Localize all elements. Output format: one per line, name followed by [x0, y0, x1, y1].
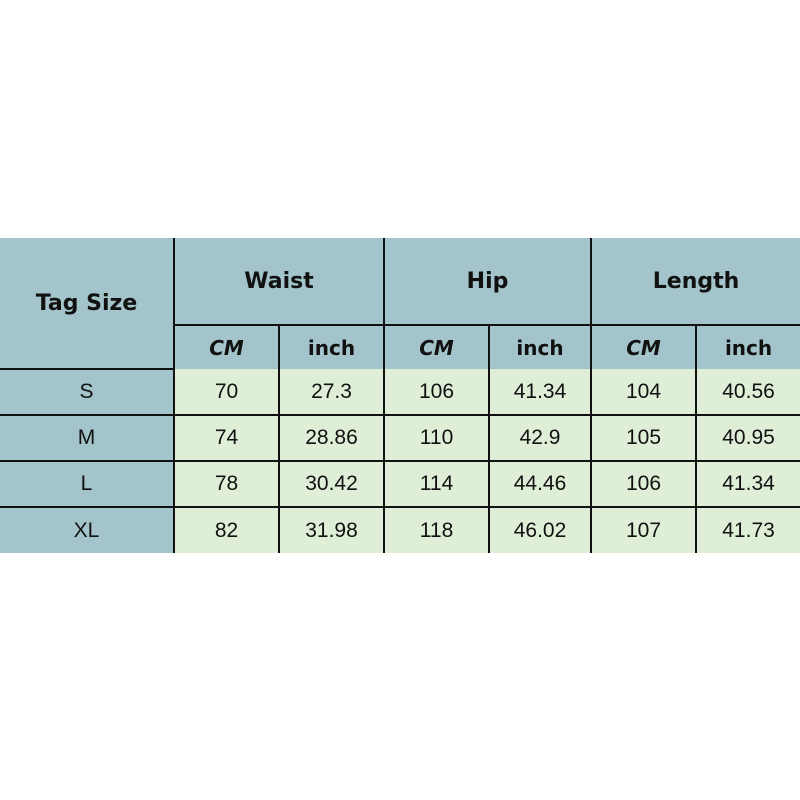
value-cell: 27.3	[277, 369, 386, 416]
size-cell: XL	[0, 506, 175, 553]
value-cell: 114	[383, 460, 491, 508]
unit-header: inch	[695, 324, 800, 369]
value-cell: 40.95	[695, 414, 800, 462]
unit-header: CM	[590, 324, 698, 369]
tag-size-header: Tag Size	[0, 238, 175, 370]
value-cell: 82	[173, 506, 280, 553]
table-row: M 74 28.86 110 42.9 105 40.95	[0, 414, 800, 462]
value-cell: 104	[590, 369, 698, 416]
value-cell: 107	[590, 506, 698, 553]
value-cell: 78	[173, 460, 280, 508]
value-cell: 42.9	[488, 414, 593, 462]
value-cell: 118	[383, 506, 491, 553]
value-cell: 70	[173, 369, 280, 416]
value-cell: 105	[590, 414, 698, 462]
table-row: XL 82 31.98 118 46.02 107 41.73	[0, 506, 800, 553]
value-cell: 106	[383, 369, 491, 416]
value-cell: 46.02	[488, 506, 593, 553]
unit-header: CM	[174, 324, 280, 369]
table-row: L 78 30.42 114 44.46 106 41.34	[0, 460, 800, 508]
waist-header: Waist	[172, 238, 386, 326]
size-cell: M	[0, 414, 175, 462]
unit-header: CM	[383, 324, 491, 369]
size-cell: S	[0, 369, 175, 416]
value-cell: 110	[383, 414, 491, 462]
value-cell: 28.86	[277, 414, 386, 462]
value-cell: 106	[590, 460, 698, 508]
value-cell: 41.73	[695, 506, 800, 553]
value-cell: 30.42	[277, 460, 386, 508]
value-cell: 31.98	[277, 506, 386, 553]
value-cell: 41.34	[488, 369, 593, 416]
size-cell: L	[0, 460, 175, 508]
table-row: S 70 27.3 106 41.34 104 40.56	[0, 369, 800, 416]
hip-header: Hip	[383, 238, 593, 326]
unit-header: inch	[488, 324, 593, 369]
unit-header: inch	[277, 324, 386, 369]
value-cell: 40.56	[695, 369, 800, 416]
value-cell: 41.34	[695, 460, 800, 508]
value-cell: 74	[173, 414, 280, 462]
size-chart-table: Tag Size Waist Hip Length CM inch CM inc…	[0, 238, 800, 553]
value-cell: 44.46	[488, 460, 593, 508]
length-header: Length	[590, 238, 800, 326]
